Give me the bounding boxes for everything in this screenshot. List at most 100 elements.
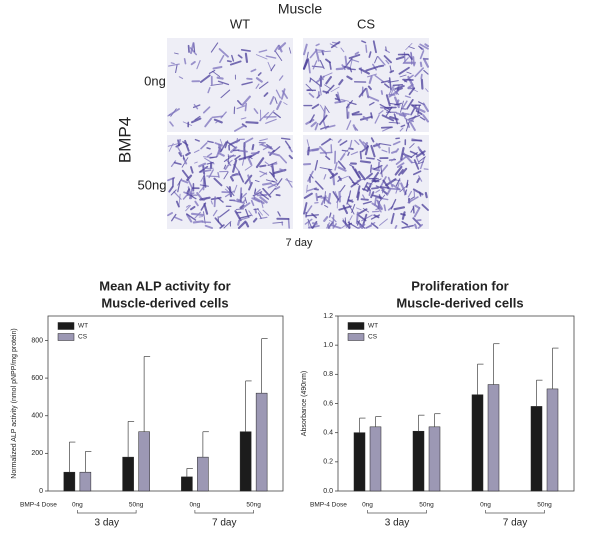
- bar: [197, 457, 208, 491]
- cell: [393, 85, 402, 86]
- cell: [420, 192, 421, 196]
- bar: [370, 427, 381, 491]
- cell: [171, 63, 174, 64]
- group-bracket: [77, 510, 136, 513]
- x-axis-title: BMP-4 Dose: [310, 502, 347, 509]
- y-tick-label: 400: [31, 413, 43, 420]
- legend-swatch: [348, 323, 364, 330]
- y-tick-label: 1.0: [323, 342, 333, 349]
- legend-label: WT: [368, 323, 378, 330]
- cell: [371, 165, 372, 172]
- cell: [239, 151, 247, 152]
- x-tick-label: 0ng: [480, 502, 491, 509]
- cell: [414, 62, 415, 65]
- cell: [199, 217, 202, 218]
- cell: [218, 78, 223, 79]
- group-label: 7 day: [503, 518, 527, 529]
- x-tick-label: 50ng: [537, 502, 552, 509]
- bar: [240, 432, 251, 491]
- cell: [183, 155, 184, 159]
- cell: [366, 45, 367, 52]
- chart-title: Mean ALP activity for: [99, 278, 230, 293]
- legend-label: CS: [78, 334, 88, 341]
- y-tick-label: 0.2: [323, 459, 333, 466]
- x-tick-label: 0ng: [362, 502, 373, 509]
- cell: [215, 197, 216, 206]
- cell: [333, 215, 334, 225]
- x-tick-label: 50ng: [246, 502, 261, 509]
- y-tick-label: 200: [31, 450, 43, 457]
- micrograph: [167, 38, 293, 132]
- cell: [422, 80, 423, 89]
- x-tick-label: 0ng: [189, 502, 200, 509]
- y-tick-label: 800: [31, 337, 43, 344]
- cell: [367, 158, 374, 159]
- cell: [207, 176, 218, 177]
- micrographs: [167, 38, 429, 229]
- cell: [348, 69, 355, 70]
- y-tick-label: 0.0: [323, 488, 333, 495]
- chart-title: Proliferation for: [411, 278, 509, 293]
- cell: [313, 223, 317, 224]
- x-tick-label: 0ng: [72, 502, 83, 509]
- y-axis-label: Absorbance (490nm): [301, 371, 308, 436]
- cell: [426, 193, 427, 197]
- panel-caption: 7 day: [286, 237, 313, 249]
- bar: [354, 433, 365, 491]
- row-label: 0ng: [144, 73, 166, 88]
- bar: [413, 431, 424, 491]
- cell: [308, 147, 309, 154]
- legend-label: CS: [368, 334, 378, 341]
- cell: [362, 199, 368, 200]
- legend-swatch: [58, 323, 74, 330]
- cell: [323, 91, 328, 92]
- bar: [429, 427, 440, 491]
- group-label: 3 day: [95, 518, 119, 529]
- cell: [415, 225, 416, 228]
- cell: [255, 190, 256, 194]
- cell: [361, 161, 370, 162]
- row-axis-label: BMP4: [115, 117, 134, 163]
- cell: [335, 99, 339, 100]
- cell: [253, 145, 254, 149]
- y-tick-label: 1.2: [323, 313, 333, 320]
- legend-label: WT: [78, 323, 88, 330]
- cell: [347, 107, 348, 118]
- chart-title: Muscle-derived cells: [101, 295, 228, 310]
- y-tick-label: 0.6: [323, 400, 333, 407]
- bar: [64, 472, 75, 491]
- cell: [372, 188, 378, 189]
- x-tick-label: 50ng: [419, 502, 434, 509]
- x-axis-title: BMP-4 Dose: [20, 502, 57, 509]
- cell: [229, 156, 235, 157]
- bar: [181, 477, 192, 491]
- bar: [531, 406, 542, 491]
- cell: [349, 200, 353, 201]
- legend-swatch: [348, 334, 364, 341]
- column-label: CS: [357, 16, 375, 31]
- cell: [260, 166, 265, 167]
- bar: [123, 457, 134, 491]
- bar: [80, 472, 91, 491]
- cell: [421, 63, 422, 67]
- chart-title: Muscle-derived cells: [396, 295, 523, 310]
- bar: [139, 432, 150, 491]
- cell: [282, 138, 290, 139]
- cell: [421, 75, 422, 79]
- cell: [252, 153, 258, 154]
- y-tick-label: 0.4: [323, 430, 333, 437]
- cell: [310, 79, 311, 82]
- cell: [369, 192, 370, 195]
- cell: [246, 122, 257, 123]
- cell: [375, 198, 376, 205]
- cell: [386, 47, 387, 51]
- cell: [318, 196, 321, 197]
- cell: [245, 104, 246, 111]
- bar: [472, 395, 483, 491]
- panel-title: Muscle: [278, 1, 323, 17]
- y-tick-label: 600: [31, 375, 43, 382]
- cell: [360, 152, 361, 159]
- cell: [289, 219, 290, 228]
- bar: [256, 393, 267, 491]
